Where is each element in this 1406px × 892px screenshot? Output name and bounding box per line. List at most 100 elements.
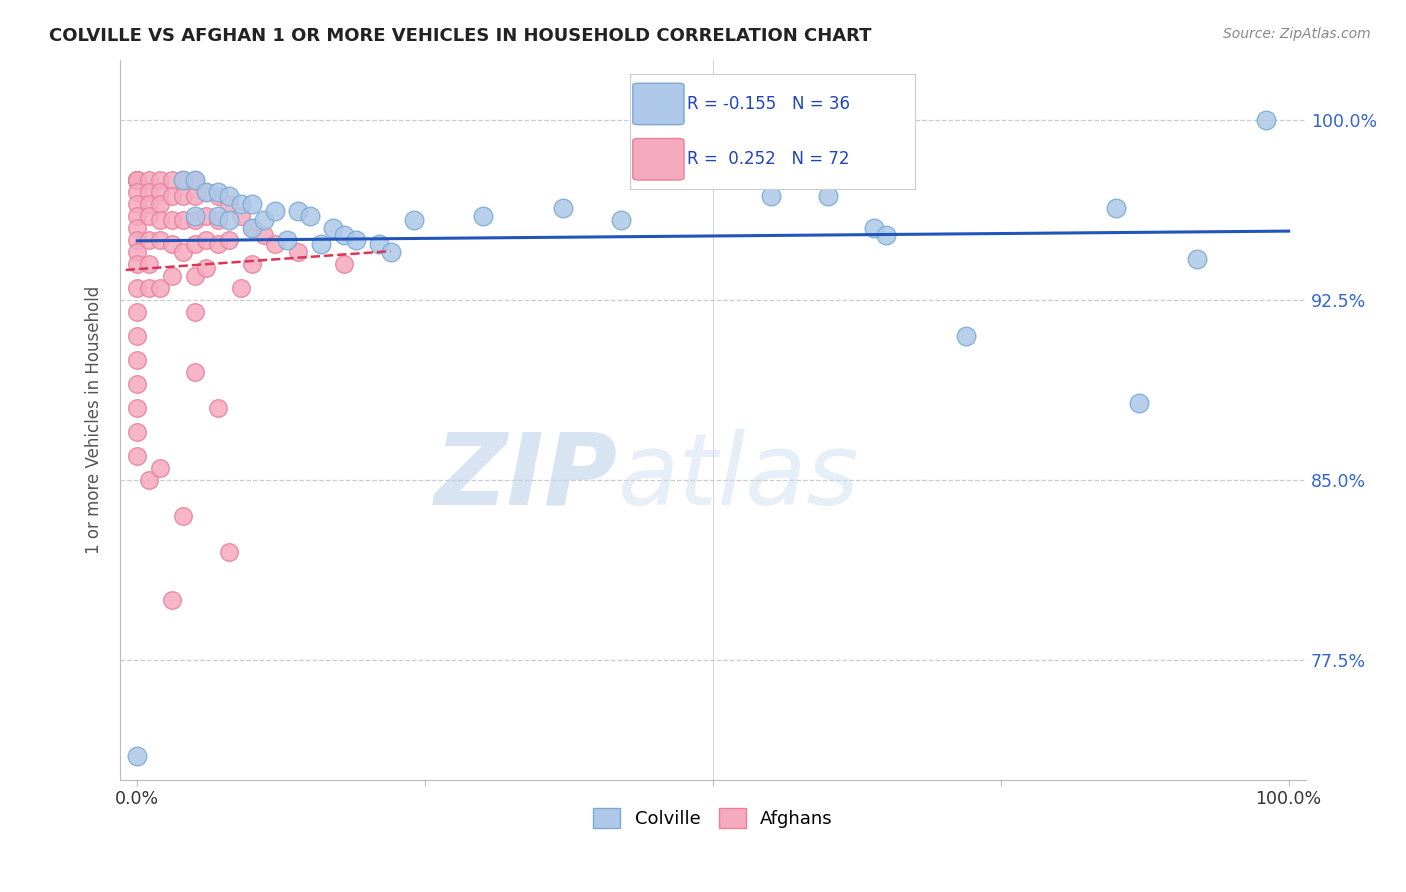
Point [195,185,218,199]
Point [149,280,172,294]
Point [344,233,367,247]
Point [184,189,207,203]
Point [207,185,229,199]
Point [172,172,194,186]
Point [553,202,575,216]
Point [207,401,229,415]
Point [184,304,207,318]
Point [184,172,207,186]
Y-axis label: 1 or more Vehicles in Household: 1 or more Vehicles in Household [86,285,103,554]
Point [138,233,160,247]
Point [264,237,287,252]
Point [160,189,183,203]
Point [160,213,183,227]
Point [264,203,287,218]
Point [127,172,149,186]
Point [402,213,425,227]
Point [195,185,218,199]
Point [127,257,149,271]
Point [138,185,160,199]
Point [287,203,309,218]
Point [138,196,160,211]
Point [127,172,149,186]
Point [127,172,149,186]
Point [127,376,149,391]
Point [218,233,240,247]
Point [127,196,149,211]
Point [184,213,207,227]
Point [184,209,207,223]
Point [218,544,240,558]
Point [149,233,172,247]
Point [610,213,633,227]
Point [298,209,321,223]
Point [1128,396,1150,410]
Point [1105,202,1128,216]
Point [184,365,207,379]
Point [160,592,183,607]
Point [311,237,333,252]
Point [863,220,886,235]
Point [160,268,183,283]
Point [322,220,344,235]
Point [138,473,160,487]
Point [127,425,149,439]
Text: COLVILLE VS AFGHAN 1 OR MORE VEHICLES IN HOUSEHOLD CORRELATION CHART: COLVILLE VS AFGHAN 1 OR MORE VEHICLES IN… [49,27,872,45]
Point [160,172,183,186]
Point [149,185,172,199]
Point [242,196,264,211]
Point [127,233,149,247]
Point [229,280,252,294]
Point [242,257,264,271]
Point [127,185,149,199]
Point [242,220,264,235]
Point [195,209,218,223]
Point [333,257,356,271]
Point [759,189,782,203]
Point [184,268,207,283]
Point [127,401,149,415]
Point [160,237,183,252]
Point [127,328,149,343]
Point [817,189,839,203]
Point [229,196,252,211]
Point [138,280,160,294]
Point [127,449,149,463]
Point [184,172,207,186]
Point [127,352,149,367]
Point [195,233,218,247]
Point [253,227,276,242]
Point [172,508,194,523]
Point [184,237,207,252]
Point [127,172,149,186]
Text: Source: ZipAtlas.com: Source: ZipAtlas.com [1223,27,1371,41]
Point [218,213,240,227]
Text: ZIP: ZIP [434,429,619,525]
Point [127,280,149,294]
Point [229,209,252,223]
Point [127,244,149,259]
Point [253,213,276,227]
Point [276,233,298,247]
Point [172,189,194,203]
Point [138,209,160,223]
Point [195,261,218,276]
Point [242,220,264,235]
Point [471,209,494,223]
Point [149,460,172,475]
Point [149,196,172,211]
Point [138,257,160,271]
Point [138,172,160,186]
Point [127,748,149,763]
Point [218,189,240,203]
Point [380,244,402,259]
Point [368,237,391,252]
Point [127,172,149,186]
Point [207,189,229,203]
Point [1185,252,1208,266]
Point [333,227,356,242]
Point [127,304,149,318]
Point [955,328,977,343]
Point [287,244,309,259]
Point [875,227,897,242]
